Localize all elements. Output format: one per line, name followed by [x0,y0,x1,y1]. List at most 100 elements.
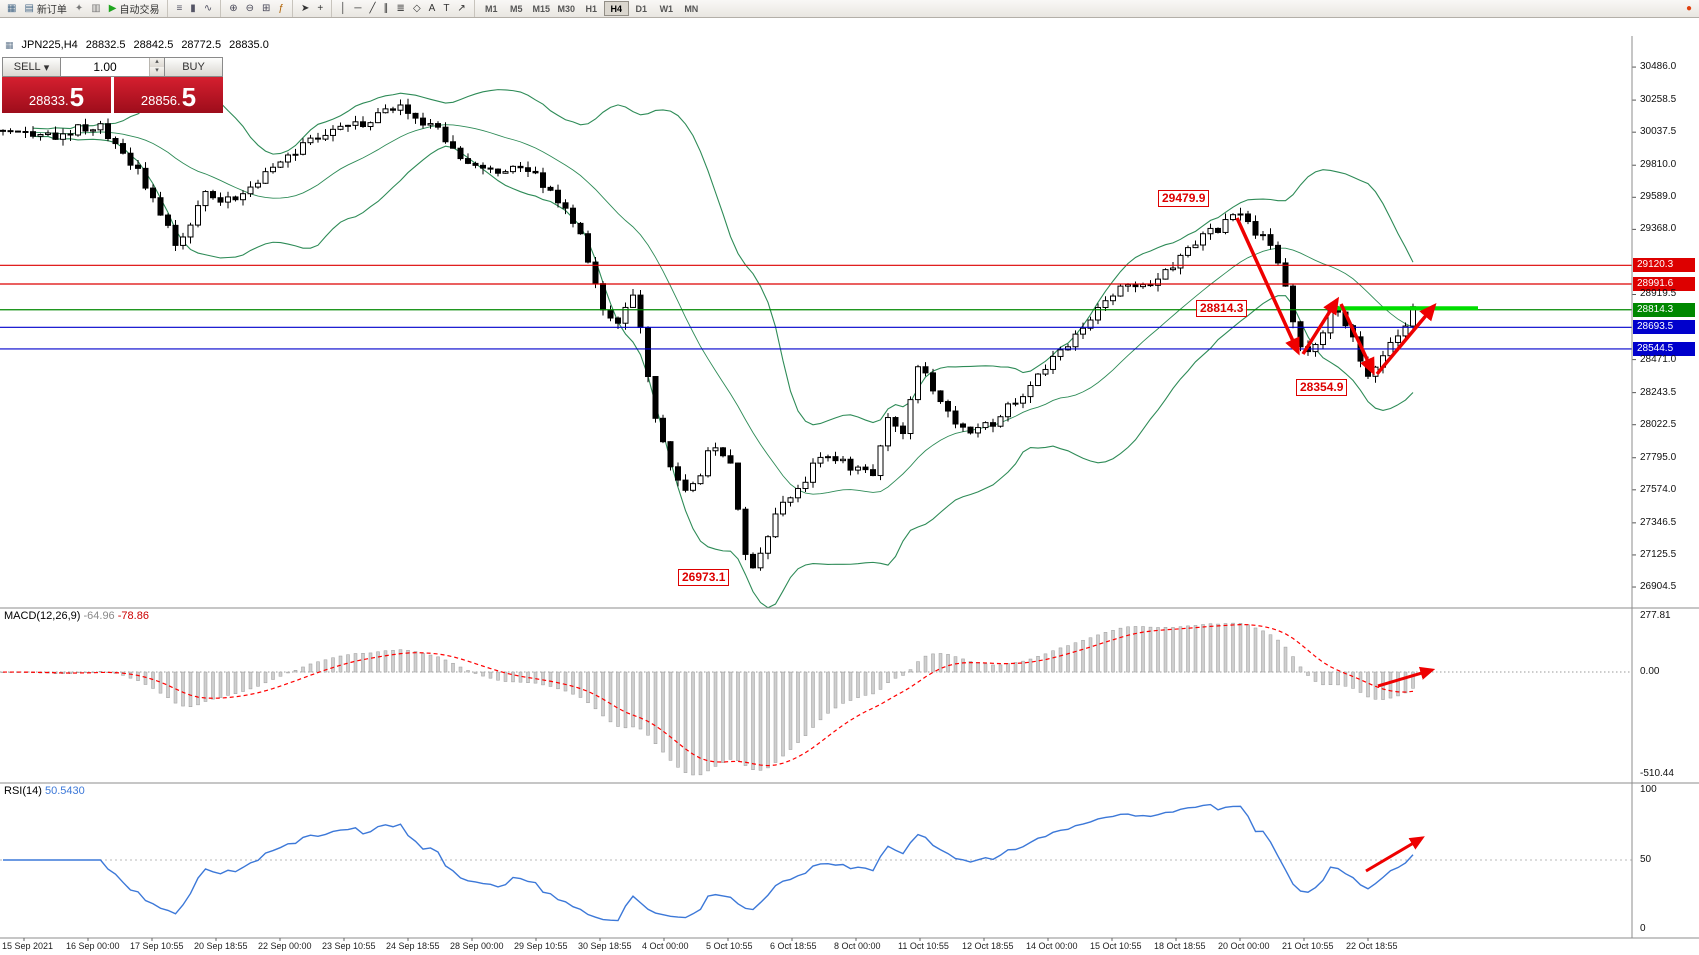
chart-frame [0,36,1699,941]
fibonacci-icon: ≣ [396,2,405,14]
timeframe-w1[interactable]: W1 [659,4,674,14]
rsi-arrow[interactable] [1365,836,1425,873]
chart-window[interactable]: ▦ JPN225,H4 28832.5 28842.5 28772.5 2883… [0,18,1699,951]
timeframe-d1[interactable]: D1 [635,4,648,14]
trendline-icon[interactable]: ╱ [366,1,380,17]
bar-chart-icon: ≡ [176,2,183,14]
price-annotation-26973.1[interactable]: 26973.1 [678,569,730,586]
experts-icon[interactable]: ✦ [71,1,87,17]
vertical-line-icon[interactable]: │ [336,1,350,17]
bar-chart-icon[interactable]: ≡ [172,1,186,17]
timeframe-group: M1 M5 M15 M30 H1 H4 D1 W1 MN [473,0,704,17]
macd-signal-value: -78.86 [117,610,149,622]
new-order-button[interactable]: ▤ 新订单 [20,1,70,17]
cursor-icon[interactable]: ➤ [297,1,313,17]
timeframe-m15[interactable]: M15 [532,4,551,14]
sell-price-big-digit: 5 [69,82,85,112]
new-chart-icon[interactable]: ▦ [3,1,20,17]
trend-arrow-2[interactable] [1301,296,1340,355]
macd-signal-line [2,624,1414,767]
timeframe-h1[interactable]: H1 [585,4,598,14]
candle-chart-icon[interactable]: ▮ [186,1,200,17]
chart-symbol-icon: ▦ [5,39,14,50]
cursor-icon: ➤ [300,2,310,14]
sell-price-main: 28833. [28,93,69,108]
chart-canvas [0,36,1699,941]
tile-windows-icon[interactable]: ⊞ [258,1,274,17]
trend-arrow-4[interactable] [1375,303,1437,376]
zoom-out-icon: ⊖ [245,2,254,14]
volume-input[interactable] [61,58,149,76]
record-icon[interactable]: ● [1685,3,1692,14]
buy-price-display[interactable]: 28856. 5 [114,77,223,113]
timeframe-m30[interactable]: M30 [557,4,576,14]
sell-button-label: SELL [13,61,41,73]
ohlc-high: 28842.5 [133,39,174,51]
volume-decrease-icon[interactable]: ▾ [150,67,164,76]
rsi-indicator-label: RSI(14) 50.5430 [4,785,85,797]
horizontal-line-icon[interactable]: ─ [350,1,365,17]
zoom-out-icon[interactable]: ⊖ [242,1,258,17]
rsi-value: 50.5430 [44,785,85,797]
macd-main-value: -64.96 [83,610,115,622]
ohlc-close: 28835.0 [229,39,269,51]
indicators-icon: ƒ [278,2,284,14]
crosshair-icon[interactable]: + [313,1,327,17]
new-chart-icon: ▦ [7,2,17,14]
auto-trading-button[interactable]: ▶ 自动交易 [105,1,164,17]
buy-button[interactable]: BUY [164,57,223,77]
zoom-in-icon[interactable]: ⊕ [225,1,241,17]
line-chart-icon: ∿ [203,2,213,14]
experts-icon: ✦ [74,2,84,14]
price-annotation-28354.9[interactable]: 28354.9 [1296,379,1348,396]
trend-arrows[interactable] [1235,217,1437,873]
bollinger-bands [32,84,1414,609]
candles-layer [0,98,1416,571]
vertical-line-icon: │ [340,2,347,14]
trendline-icon: ╱ [369,2,376,14]
label-icon[interactable]: T [439,1,453,17]
volume-increase-icon[interactable]: ▴ [150,58,164,67]
arrow-tool-icon[interactable]: ↗ [453,1,469,17]
zoom-in-icon: ⊕ [229,2,238,14]
indicators-icon[interactable]: ƒ [274,1,288,17]
shapes-icon[interactable]: ◇ [409,1,425,17]
chart-ohlc-readout: ▦ JPN225,H4 28832.5 28842.5 28772.5 2883… [5,39,269,51]
price-annotation-29479.9[interactable]: 29479.9 [1158,190,1210,207]
timeframe-mn[interactable]: MN [684,4,699,14]
market-watch-icon[interactable]: ▥ [87,1,104,17]
auto-trading-button-label: 自动交易 [119,5,160,16]
fibonacci-icon[interactable]: ≣ [393,1,409,17]
trend-arrow-1[interactable] [1235,217,1300,356]
price-annotation-28814.3[interactable]: 28814.3 [1196,300,1248,317]
arrow-tool-icon: ↗ [457,2,466,14]
tile-windows-icon: ⊞ [261,2,271,14]
rsi-name: RSI(14) [4,785,42,797]
horizontal-line-objects[interactable] [0,264,1632,350]
ohlc-open: 28832.5 [85,39,126,51]
text-icon[interactable]: A [425,1,440,17]
buy-price-big-digit: 5 [181,82,197,112]
crosshair-icon: + [317,2,324,14]
rsi-plot [0,803,1632,922]
toolbar-group: ≡ ▮ ∿ [167,0,216,17]
timeframe-h4[interactable]: H4 [603,1,629,16]
label-icon: T [443,2,450,14]
buy-price-main: 28856. [140,93,181,108]
trend-arrow-3[interactable] [1339,303,1375,376]
macd-arrow[interactable] [1377,666,1436,688]
timeframe-m1[interactable]: M1 [485,4,498,14]
bollinger-upper-band [32,84,1414,426]
new-order-button: ▤ [24,2,34,14]
macd-indicator-label: MACD(12,26,9) -64.96 -78.86 [4,610,149,622]
channel-icon[interactable]: ∥ [380,1,393,17]
sell-button[interactable]: SELL ▾ [2,57,61,77]
timeframe-m5[interactable]: M5 [510,4,523,14]
toolbar-group: ▦ ▤ 新订单 ✦ ▥ ▶ 自动交易 [3,0,163,17]
ohlc-low: 28772.5 [181,39,222,51]
toolbar-group: │ ─ ╱ ∥ ≣ ◇ A T ↗ [331,0,470,17]
sell-price-display[interactable]: 28833. 5 [2,77,111,113]
line-chart-icon[interactable]: ∿ [200,1,216,17]
toolbar: ▦ ▤ 新订单 ✦ ▥ ▶ 自动交易 ≡ ▮ ∿ ⊕ ⊖ ⊞ ƒ ➤ + │ ─ ╱ ∥ ≣ ◇ A T ↗ M1 M5 M15 M30… [0,0,1699,18]
sell-options-caret-icon[interactable]: ▾ [43,61,50,74]
